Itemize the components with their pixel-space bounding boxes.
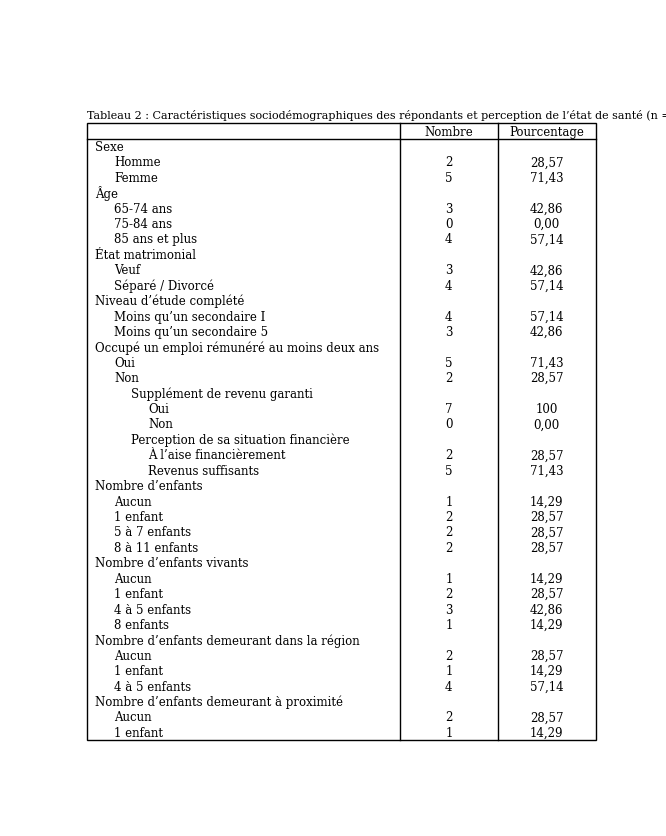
Text: 1: 1 [445,495,452,508]
Text: 3: 3 [445,264,453,277]
Text: 14,29: 14,29 [530,618,563,631]
Text: 8 à 11 enfants: 8 à 11 enfants [114,541,198,554]
Text: 0,00: 0,00 [533,418,560,431]
Text: Nombre d’enfants: Nombre d’enfants [95,480,202,492]
Text: Séparé / Divorcé: Séparé / Divorcé [114,279,214,293]
Text: Perception de sa situation financière: Perception de sa situation financière [131,433,350,446]
Text: 7: 7 [445,403,453,415]
Text: 4: 4 [445,233,453,246]
Text: 28,57: 28,57 [530,541,563,554]
Text: État matrimonial: État matrimonial [95,248,196,262]
Text: 28,57: 28,57 [530,711,563,724]
Text: 42,86: 42,86 [530,325,563,339]
Text: 57,14: 57,14 [530,310,563,324]
Text: 4: 4 [445,680,453,693]
Text: 85 ans et plus: 85 ans et plus [114,233,197,246]
Text: 4: 4 [445,279,453,293]
Text: 1 enfant: 1 enfant [114,726,163,739]
Text: 0: 0 [445,418,453,431]
Text: 1: 1 [445,726,452,739]
Text: 5: 5 [445,171,453,185]
Text: 57,14: 57,14 [530,233,563,246]
Text: Oui: Oui [149,403,169,415]
Text: Pourcentage: Pourcentage [509,125,584,138]
Text: 1: 1 [445,665,452,677]
Text: 1 enfant: 1 enfant [114,511,163,523]
Text: 0,00: 0,00 [533,217,560,231]
Text: 5 à 7 enfants: 5 à 7 enfants [114,526,191,538]
Text: Supplément de revenu garanti: Supplément de revenu garanti [131,387,313,400]
Text: Niveau d’étude complété: Niveau d’étude complété [95,294,244,308]
Text: Aucun: Aucun [114,649,152,662]
Text: 28,57: 28,57 [530,649,563,662]
Text: 4 à 5 enfants: 4 à 5 enfants [114,680,191,693]
Text: Moins qu’un secondaire I: Moins qu’un secondaire I [114,310,266,324]
Text: 2: 2 [445,711,452,724]
Text: 2: 2 [445,649,452,662]
Text: 42,86: 42,86 [530,202,563,216]
Text: 2: 2 [445,588,452,600]
Text: 3: 3 [445,202,453,216]
Text: 42,86: 42,86 [530,603,563,616]
Text: Tableau 2 : Caractéristiques sociodémographiques des répondants et perception de: Tableau 2 : Caractéristiques sociodémogr… [87,110,666,121]
Text: 71,43: 71,43 [530,356,563,370]
Text: Non: Non [149,418,173,431]
Text: 28,57: 28,57 [530,449,563,461]
Text: 2: 2 [445,541,452,554]
Text: 1: 1 [445,572,452,585]
Text: 28,57: 28,57 [530,511,563,523]
Text: 14,29: 14,29 [530,572,563,585]
Text: 28,57: 28,57 [530,526,563,538]
Text: 57,14: 57,14 [530,680,563,693]
Text: Âge: Âge [95,186,118,201]
Text: 8 enfants: 8 enfants [114,618,169,631]
Text: À l’aise financièrement: À l’aise financièrement [149,449,286,461]
Text: 14,29: 14,29 [530,726,563,739]
Text: 1 enfant: 1 enfant [114,665,163,677]
Text: Occupé un emploi rémunéré au moins deux ans: Occupé un emploi rémunéré au moins deux … [95,341,379,354]
Text: Femme: Femme [114,171,158,185]
Text: Sexe: Sexe [95,140,123,154]
Text: 65-74 ans: 65-74 ans [114,202,172,216]
Text: 71,43: 71,43 [530,464,563,477]
Text: 4 à 5 enfants: 4 à 5 enfants [114,603,191,616]
Text: Non: Non [114,372,139,385]
Text: 42,86: 42,86 [530,264,563,277]
Text: Nombre d’enfants demeurant dans la région: Nombre d’enfants demeurant dans la régio… [95,634,360,647]
Text: Aucun: Aucun [114,495,152,508]
Text: Revenus suffisants: Revenus suffisants [149,464,260,477]
Text: 0: 0 [445,217,453,231]
Text: Nombre d’enfants demeurant à proximité: Nombre d’enfants demeurant à proximité [95,695,343,708]
Text: 75-84 ans: 75-84 ans [114,217,172,231]
Text: 14,29: 14,29 [530,665,563,677]
Text: 2: 2 [445,156,452,169]
Text: 28,57: 28,57 [530,588,563,600]
Text: 28,57: 28,57 [530,372,563,385]
Text: Aucun: Aucun [114,711,152,724]
Text: 57,14: 57,14 [530,279,563,293]
Text: 5: 5 [445,356,453,370]
Text: Nombre: Nombre [424,125,474,138]
Text: 2: 2 [445,372,452,385]
Text: Homme: Homme [114,156,161,169]
Text: 1 enfant: 1 enfant [114,588,163,600]
Text: Oui: Oui [114,356,135,370]
Text: Veuf: Veuf [114,264,140,277]
Text: 3: 3 [445,603,453,616]
Text: 4: 4 [445,310,453,324]
Text: 2: 2 [445,526,452,538]
Text: 3: 3 [445,325,453,339]
Text: 2: 2 [445,449,452,461]
Text: Aucun: Aucun [114,572,152,585]
Text: 14,29: 14,29 [530,495,563,508]
Text: 71,43: 71,43 [530,171,563,185]
Text: 5: 5 [445,464,453,477]
Text: Moins qu’un secondaire 5: Moins qu’un secondaire 5 [114,325,268,339]
Text: 28,57: 28,57 [530,156,563,169]
Text: Nombre d’enfants vivants: Nombre d’enfants vivants [95,557,248,569]
Text: 1: 1 [445,618,452,631]
Text: 2: 2 [445,511,452,523]
Text: 100: 100 [535,403,558,415]
